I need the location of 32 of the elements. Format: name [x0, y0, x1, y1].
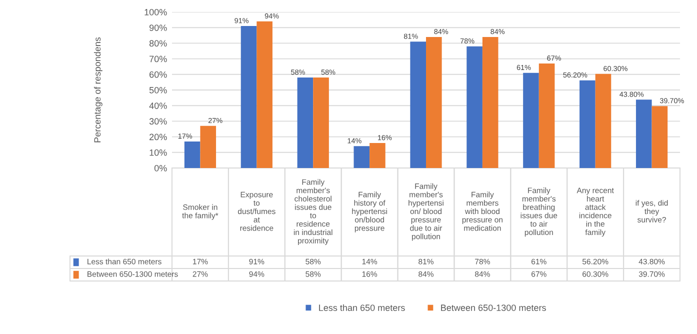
y-axis-title: Percentage of respondens	[94, 37, 102, 142]
bar	[636, 100, 652, 168]
bar	[652, 106, 668, 168]
y-tick-label: 80%	[149, 40, 167, 47]
bar	[595, 74, 612, 168]
bar	[370, 143, 386, 168]
y-tick-label: 30%	[149, 118, 167, 125]
bar	[184, 141, 200, 168]
text: Less than 650 meters	[319, 304, 405, 311]
y-tick-label: 40%	[149, 102, 167, 109]
y-tick-label: 100%	[144, 8, 167, 16]
bar	[354, 146, 370, 168]
text: Between 650-1300 meters	[441, 304, 546, 311]
y-tick-label: 60%	[150, 71, 167, 78]
bar	[410, 42, 426, 168]
bar	[538, 63, 555, 168]
y-tick-label: 20%	[150, 134, 167, 140]
y-tick-label: 70%	[150, 56, 167, 62]
bar	[256, 21, 272, 168]
bar	[482, 36, 498, 168]
bar	[240, 26, 257, 168]
bar	[200, 126, 216, 168]
y-tick-label: 90%	[149, 24, 167, 31]
bar	[523, 72, 539, 168]
bar	[580, 80, 596, 168]
y-tick-label: 50%	[149, 86, 167, 94]
bar	[426, 36, 442, 168]
y-tick-label: 0%	[154, 164, 167, 172]
bar	[313, 78, 329, 168]
bar	[297, 78, 314, 168]
bar	[466, 46, 482, 168]
y-tick-label: 10%	[150, 149, 167, 156]
